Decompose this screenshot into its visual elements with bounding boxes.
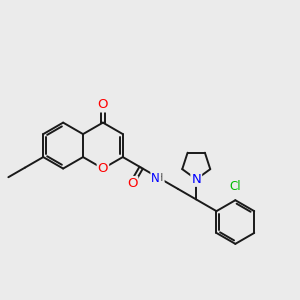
Text: N: N — [191, 173, 201, 186]
Text: O: O — [127, 177, 137, 190]
Text: Cl: Cl — [230, 181, 241, 194]
Text: H: H — [155, 173, 164, 183]
Text: N: N — [151, 172, 160, 185]
Text: O: O — [98, 162, 108, 175]
Text: O: O — [98, 98, 108, 111]
